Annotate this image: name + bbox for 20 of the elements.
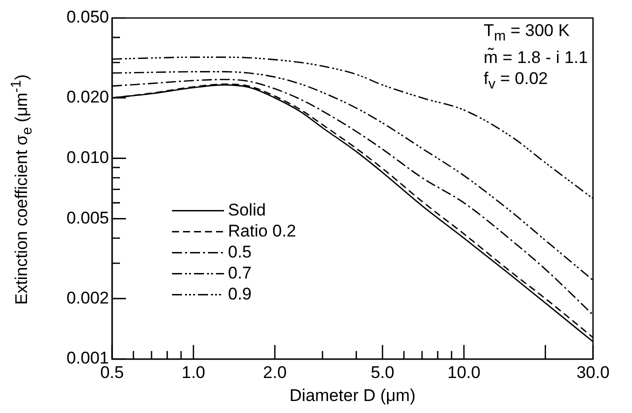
y-tick-label: 0.005: [66, 208, 109, 228]
x-tick-label: 2.0: [263, 362, 287, 382]
legend-label: Ratio 0.2: [228, 221, 296, 240]
legend-label: 0.7: [228, 263, 252, 282]
legend-label: 0.5: [228, 242, 252, 262]
annotation: f$_{v}$ = 0.02: [484, 68, 549, 95]
y-tick-label: 0.050: [66, 8, 109, 27]
x-tick-label: 30.0: [576, 362, 610, 382]
x-tick-label: 5.0: [370, 362, 394, 382]
x-tick-label: 0.5: [100, 362, 124, 382]
annotation: T$_{m}$ = 300 K: [484, 20, 571, 46]
y-tick-label: 0.002: [66, 288, 109, 308]
x-tick-label: 1.0: [182, 362, 206, 382]
y-tick-label: 0.010: [66, 148, 109, 167]
legend-label: 0.9: [228, 284, 252, 304]
annotation: m̃ = 1.8 - i 1.1: [484, 47, 588, 68]
y-tick-label: 0.020: [66, 88, 109, 107]
x-axis-title: Diameter D (μm): [288, 386, 416, 406]
x-tick-label: 10.0: [447, 362, 480, 382]
legend-label: Solid: [228, 200, 266, 220]
